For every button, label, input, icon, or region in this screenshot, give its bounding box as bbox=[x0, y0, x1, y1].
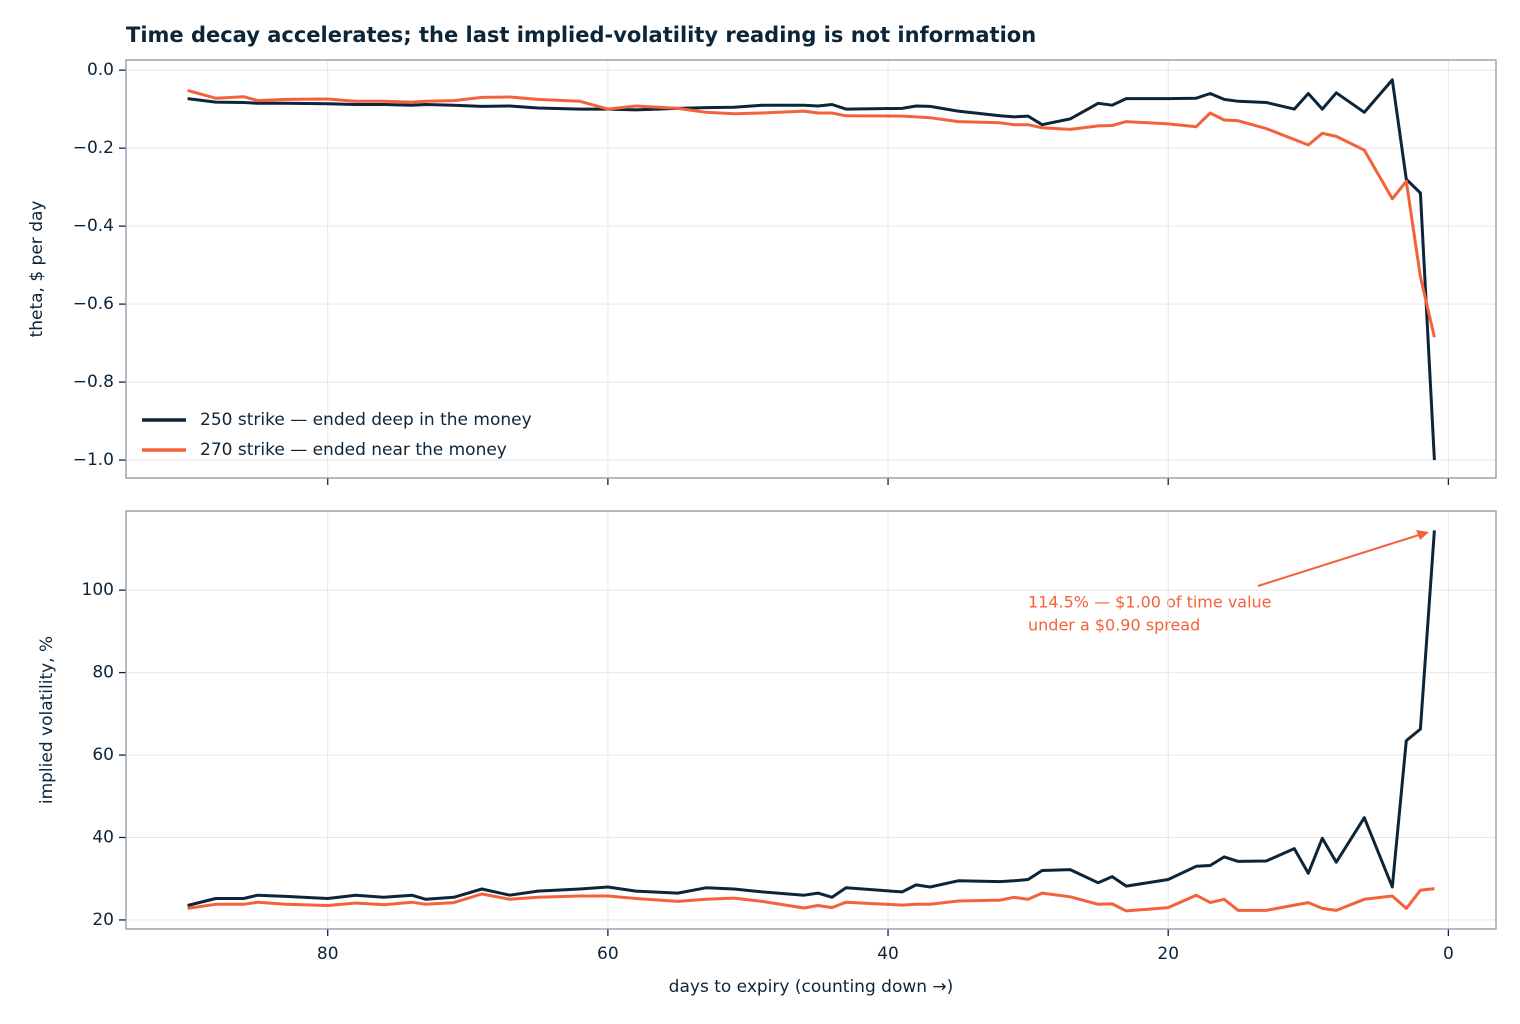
x-tick-label: 40 bbox=[877, 944, 899, 964]
y-tick-label: −1.0 bbox=[73, 450, 114, 470]
annotation-arrow bbox=[1257, 533, 1423, 587]
y-tick-label: 40 bbox=[92, 827, 114, 847]
y-tick-label: −0.2 bbox=[73, 138, 114, 158]
y-tick-label: 60 bbox=[92, 745, 114, 765]
annotation: under a $0.90 spread bbox=[1028, 616, 1200, 635]
x-tick-label: 0 bbox=[1443, 944, 1454, 964]
y-tick-label: −0.6 bbox=[73, 294, 114, 314]
y-tick-label: 80 bbox=[92, 663, 114, 683]
legend-label: 250 strike — ended deep in the money bbox=[200, 410, 532, 430]
y-axis-label: theta, $ per day bbox=[27, 201, 47, 338]
y-tick-label: 0.0 bbox=[87, 60, 114, 80]
y-tick-label: −0.4 bbox=[73, 216, 114, 236]
y-tick-label: −0.8 bbox=[73, 372, 114, 392]
plot-frame bbox=[125, 59, 1497, 479]
x-tick-label: 60 bbox=[597, 944, 619, 964]
series-line bbox=[187, 887, 1435, 913]
annotation: 114.5% — $1.00 of time value bbox=[1028, 593, 1272, 612]
y-axis-label: implied volatility, % bbox=[37, 636, 57, 804]
x-axis-label: days to expiry (counting down →) bbox=[669, 977, 954, 997]
y-tick-label: 20 bbox=[92, 910, 114, 930]
x-tick-label: 20 bbox=[1157, 944, 1179, 964]
chart-title: Time decay accelerates; the last implied… bbox=[126, 23, 1036, 47]
y-tick-label: 100 bbox=[82, 580, 114, 600]
plot-frame bbox=[125, 510, 1497, 930]
series-line bbox=[187, 530, 1436, 907]
arrow-head bbox=[1416, 530, 1429, 540]
legend-label: 270 strike — ended near the money bbox=[200, 440, 507, 460]
x-tick-label: 80 bbox=[317, 944, 339, 964]
series-line bbox=[187, 78, 1436, 461]
series-line bbox=[187, 88, 1436, 338]
